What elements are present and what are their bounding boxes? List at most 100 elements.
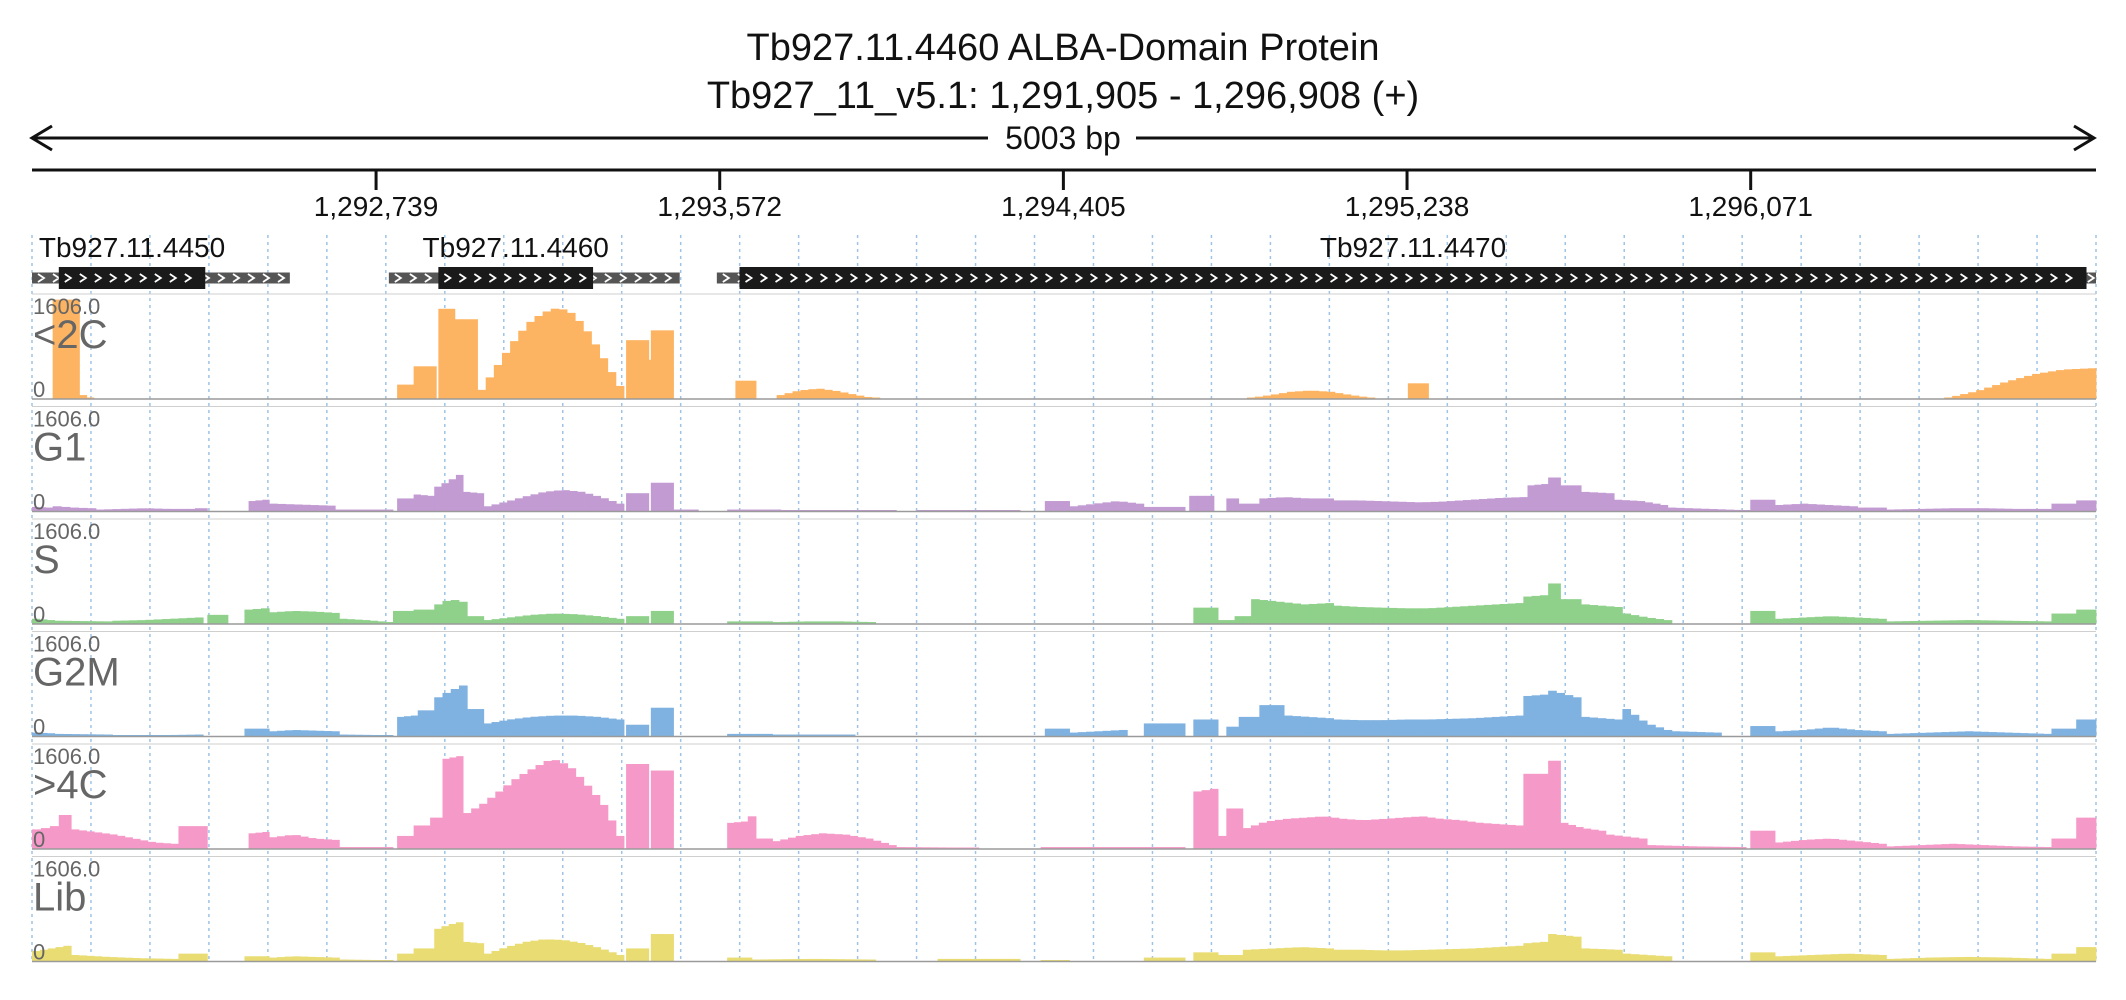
coverage-bar [1119,501,1128,512]
coverage-bar [1629,500,1638,512]
coverage-bar [1308,603,1318,624]
coverage-bar [1349,500,1359,512]
coverage-bar [811,834,820,849]
coverage-bar [499,618,508,624]
coverage-bar [740,821,749,849]
coverage-bar [2020,508,2029,512]
coverage-bar [1373,720,1382,737]
coverage-bar [153,619,163,624]
coverage-bar [749,621,758,624]
coverage-bar [343,509,353,512]
coverage-bar [323,839,332,849]
coverage-bar [413,366,422,399]
coverage-bar [832,390,841,399]
coverage-bar [1365,720,1374,737]
coverage-bar [2035,733,2044,737]
coverage-bars [32,922,2097,962]
coverage-bar [1322,816,1332,849]
coverage-bar [1766,499,1776,512]
coverage-bar [599,358,609,399]
coverage-bar [813,734,823,737]
coverage-bar [200,953,208,962]
gene-feature[interactable]: Tb927.11.4450 [32,232,290,289]
coverage-bar [1902,621,1911,624]
track-max-label: 1606.0 [33,857,100,882]
coverage-bar [535,765,544,849]
coverage-bar [510,341,519,399]
coverage-bar [658,330,667,399]
gene-cds-bar[interactable] [438,267,594,289]
coverage-bar [1925,508,1934,512]
coverage-bar [921,847,930,849]
coverage-bar [1396,950,1406,962]
coverage-bar [331,612,340,624]
coverage-bar [140,958,149,962]
coverage-bar [260,728,270,737]
coverage-bar [507,617,516,624]
coverage-bar [1830,727,1840,737]
coverage-bar [62,620,72,624]
coverage-bar [1548,934,1557,962]
coverage-bar [1909,620,1919,624]
coverage-bar [178,508,188,512]
coverage-bar [1972,957,1982,962]
coverage-bar [665,934,674,962]
coverage-bar [1709,509,1718,512]
coverage-bar [483,953,492,962]
coverage-bar [530,716,539,737]
coverage-bar [764,733,773,737]
coverage-bar [1226,808,1235,849]
coverage-bar [178,618,188,624]
coverage-bar [420,948,428,962]
coverage-bar [1234,954,1244,962]
coverage-bar [507,945,516,962]
coverage-bar [1870,730,1879,737]
coverage-bar [262,832,270,849]
coverage-bar [491,722,500,737]
coverage-bar [1886,509,1895,512]
coverage-bar [616,618,625,624]
coverage-bar [846,734,856,737]
coverage-bar [351,509,361,512]
coverage-bar [534,315,544,399]
coverage-bar [1395,817,1404,849]
coverage-bar [62,733,72,737]
coverage-bar [962,958,971,962]
coverage-bar [86,831,95,849]
coverage-bar [248,833,256,849]
coverage-bar [530,614,539,624]
coverage-bar [61,299,71,399]
coverage-bar [1864,507,1873,512]
coverage-bar [194,617,204,624]
coverage-bar [2004,732,2013,737]
coverage-bar [550,308,560,399]
coverage-bar [109,834,118,849]
coverage-bar [1925,844,1934,849]
gene-feature[interactable]: Tb927.11.4460 [388,232,680,289]
coverage-bar [1996,732,2005,737]
coverage-bar [1879,507,1887,512]
coverage-bar [1798,730,1808,737]
coverage-bar [1333,719,1342,737]
coverage-bar [38,507,47,512]
coverage-bar [577,491,586,512]
coverage-bar [104,734,113,737]
coverage-bar [538,716,547,737]
coverage-bar [1444,607,1453,624]
coverage-bar [70,299,80,399]
coverage-bar [800,390,809,399]
coverage-bar [797,734,806,737]
coverage-bar [1917,957,1927,962]
coverage-bar [32,506,40,512]
coverage-bar [650,707,659,737]
coverage-bar [1259,600,1268,624]
coverage-bar [284,730,293,737]
coverage-bar [2004,508,2013,512]
span-ruler: 5003 bp [29,120,2097,156]
coverage-bar [1729,846,1739,849]
coverage-bar [1750,830,1759,849]
gene-feature[interactable]: Tb927.11.4470 [716,232,2096,289]
coverage-bar [1894,509,1903,512]
track-name-label: S [33,538,60,582]
